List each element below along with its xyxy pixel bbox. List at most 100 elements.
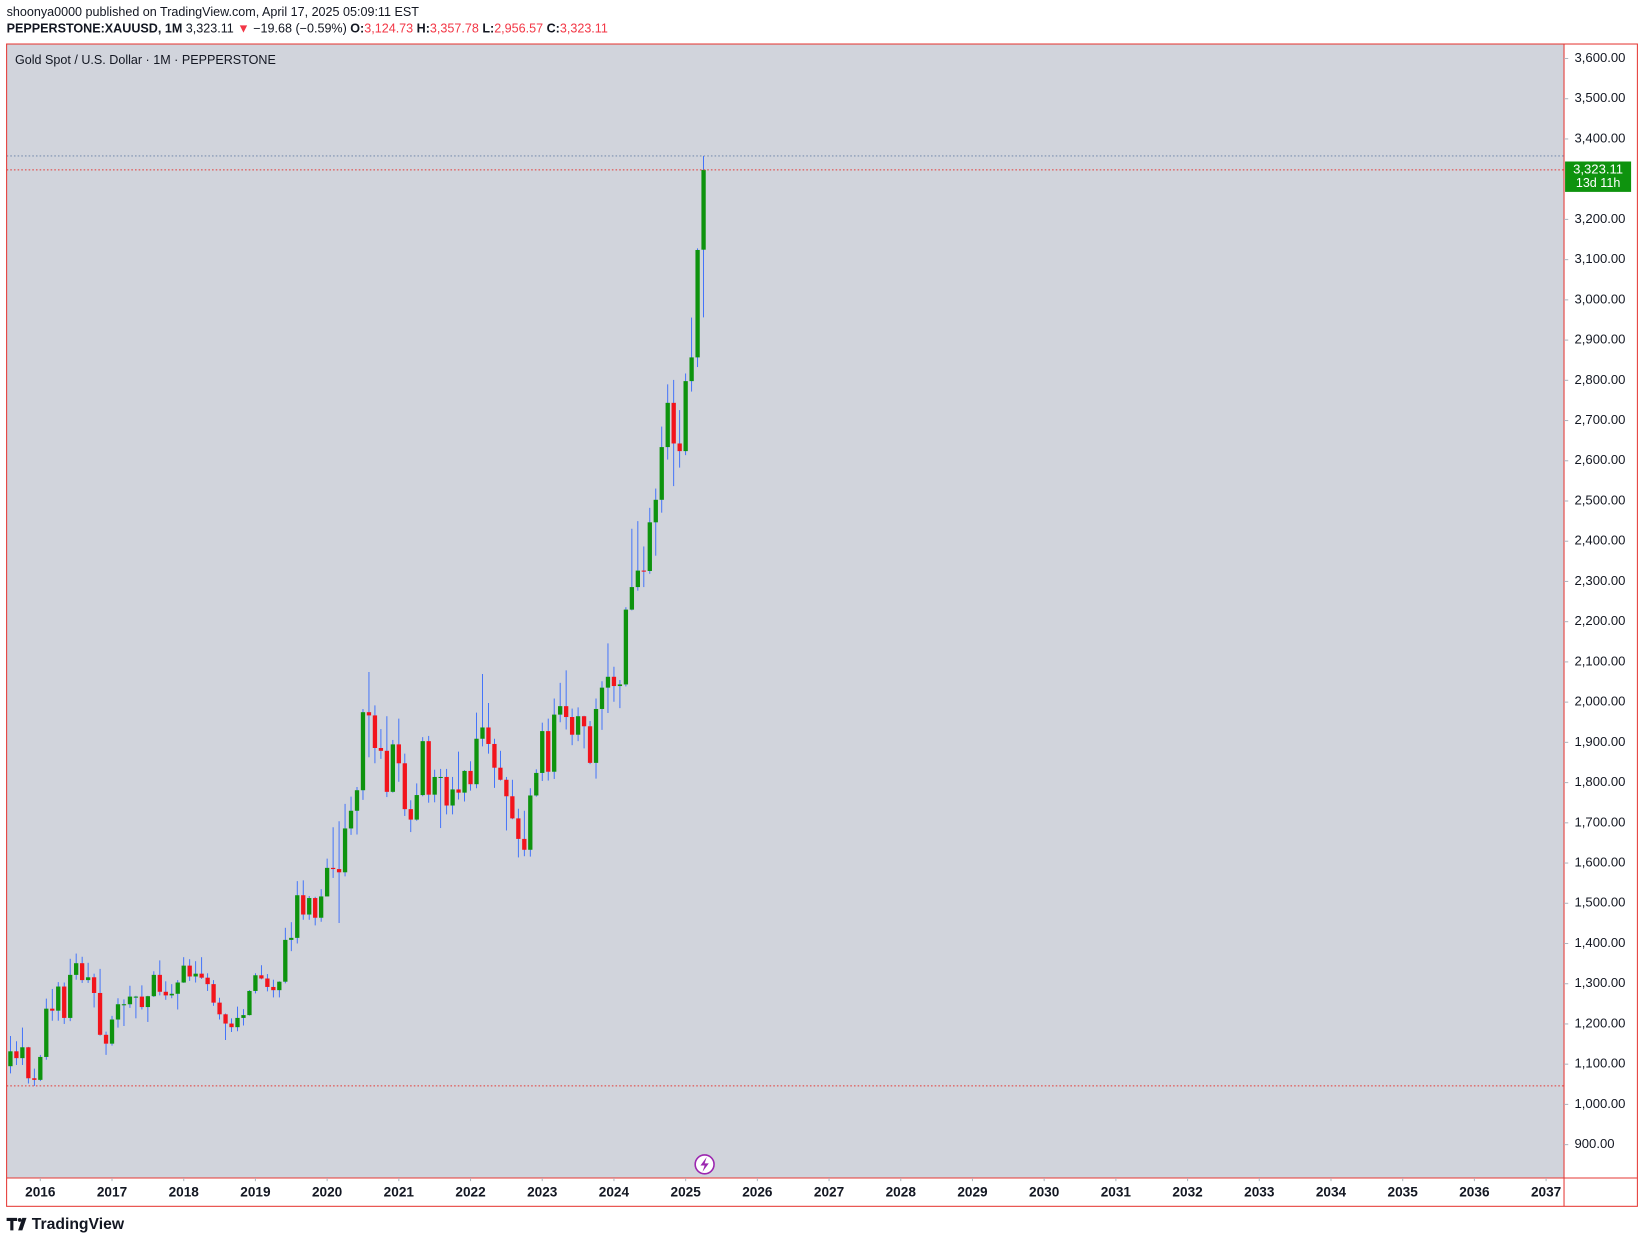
candle-body	[121, 1004, 127, 1006]
y-tick-label: 2,900.00	[1575, 332, 1626, 347]
candle-body	[68, 974, 73, 1018]
candle-body	[199, 973, 204, 978]
x-tick-label: 2035	[1388, 1184, 1419, 1199]
candle-body	[504, 779, 509, 797]
candle-body	[145, 996, 151, 1008]
x-tick-label: 2023	[527, 1184, 558, 1199]
time-axis	[6, 1178, 1638, 1207]
candle-body	[348, 810, 354, 829]
candle-body	[50, 1008, 55, 1011]
symbol-line: PEPPERSTONE:XAUUSD, 1M 3,323.11 ▼ −19.68…	[7, 22, 608, 36]
candle-body	[44, 1008, 49, 1057]
y-tick-label: 1,000.00	[1575, 1096, 1626, 1111]
candle-body	[62, 986, 67, 1018]
candle-body	[593, 708, 599, 763]
candle-body	[259, 975, 264, 979]
candle-body	[390, 744, 396, 792]
candle-body	[510, 796, 515, 819]
candle-body	[14, 1051, 19, 1059]
candle-body	[689, 357, 694, 382]
marks	[6, 155, 1565, 1087]
candle-body	[187, 965, 192, 977]
candle-body	[414, 795, 419, 820]
candle-body	[617, 684, 623, 687]
y-tick-label: 2,700.00	[1575, 412, 1626, 427]
x-tick-label: 2017	[97, 1184, 127, 1199]
candle-body	[498, 767, 503, 780]
candle-body	[552, 714, 557, 772]
last-price-label: 3,323.11	[1573, 161, 1623, 176]
candle-body	[528, 795, 533, 850]
x-tick-label: 2036	[1459, 1184, 1490, 1199]
candle-body	[8, 1051, 13, 1067]
candle-body	[462, 770, 467, 793]
candle-body	[342, 828, 348, 873]
plot-area	[6, 44, 1565, 1179]
ohlc-value: 2,956.57	[494, 22, 543, 36]
ohlc-value: 3,124.73	[364, 22, 413, 36]
candle-body	[307, 898, 312, 915]
price-axis	[1564, 44, 1638, 1179]
y-tick-label: 2,000.00	[1575, 694, 1626, 709]
candle-body	[647, 522, 652, 571]
candle-body	[319, 896, 324, 918]
candle-body	[85, 977, 91, 981]
y-tick-label: 1,900.00	[1575, 734, 1626, 749]
candle-body	[575, 716, 581, 735]
x-tick-label: 2020	[312, 1184, 343, 1199]
y-tick-label: 2,400.00	[1575, 533, 1626, 548]
candle-body	[701, 169, 706, 250]
y-tick-label: 2,500.00	[1575, 492, 1626, 507]
candle-body	[402, 763, 407, 810]
candle-body	[271, 986, 276, 991]
candle-body	[139, 996, 145, 1008]
candle-body	[444, 776, 449, 806]
candle-body	[474, 738, 479, 785]
candle-body	[468, 770, 473, 785]
candle-body	[283, 939, 288, 982]
candle-body	[611, 676, 617, 687]
y-tick-label: 1,400.00	[1575, 935, 1626, 950]
icon-bolt	[700, 1157, 709, 1172]
candle-body	[56, 986, 61, 1011]
candle-body	[336, 869, 342, 873]
candle-body	[38, 1056, 43, 1080]
symbol: PEPPERSTONE:XAUUSD, 1M	[7, 22, 183, 36]
candle-body	[534, 772, 539, 796]
y-tick-label: 2,200.00	[1575, 613, 1626, 628]
chart-border	[6, 43, 1638, 1207]
logo-mark	[6, 1217, 27, 1231]
y-tick-label: 2,600.00	[1575, 452, 1626, 467]
candle-body	[372, 715, 378, 748]
x-tick-label: 2024	[599, 1184, 630, 1199]
candle-body	[193, 973, 198, 977]
candle-body	[91, 977, 97, 993]
candle-body	[456, 789, 461, 793]
y-tick-label: 2,100.00	[1575, 653, 1626, 668]
candle-body	[229, 1023, 234, 1028]
candle-body	[408, 809, 413, 820]
candle-body	[599, 687, 605, 709]
x-tick-label: 2029	[957, 1184, 988, 1199]
candle-body	[522, 838, 527, 850]
candle-body	[540, 731, 545, 773]
last-price-box	[1565, 161, 1632, 192]
candle-body	[486, 727, 491, 744]
x-tick-label: 2030	[1029, 1184, 1060, 1199]
ohlc-key: C:	[547, 22, 560, 36]
y-tick-label: 3,000.00	[1575, 291, 1626, 306]
candle-body	[384, 750, 390, 792]
candle-body	[247, 990, 252, 1016]
candle-body	[569, 717, 575, 735]
ohlc-value: 3,323.11	[560, 22, 608, 36]
chart-title: Gold Spot / U.S. Dollar · 1M · PEPPERSTO…	[15, 53, 276, 67]
candle-body	[641, 570, 646, 572]
x-tick-label: 2025	[671, 1184, 702, 1199]
candle-body	[677, 443, 682, 452]
x-tick-label: 2034	[1316, 1184, 1347, 1199]
candle-body	[289, 937, 294, 940]
candle-body	[324, 867, 330, 897]
x-tick-label: 2031	[1101, 1184, 1132, 1199]
candle-body	[558, 706, 563, 715]
